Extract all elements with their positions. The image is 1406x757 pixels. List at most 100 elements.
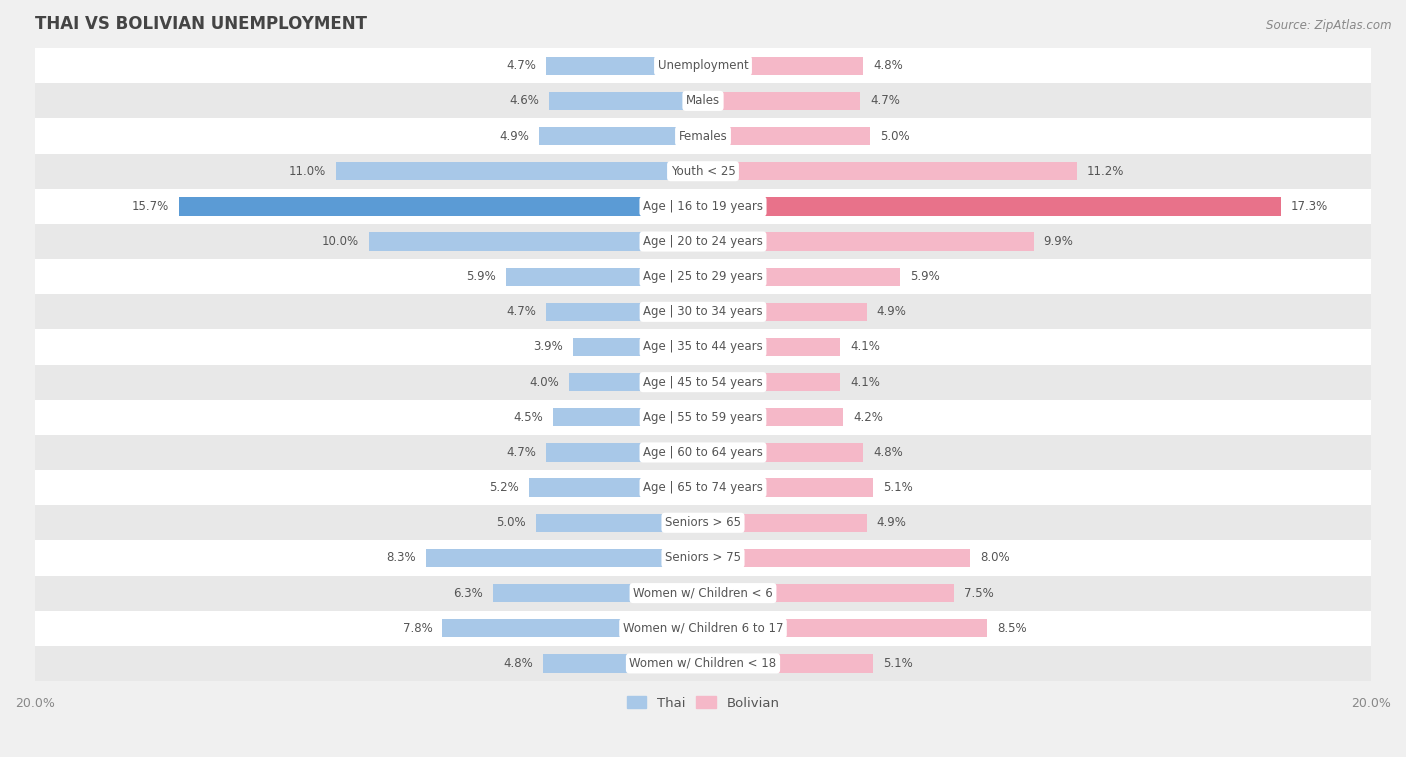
Bar [703, 127, 870, 145]
Text: Seniors > 75: Seniors > 75 [665, 551, 741, 565]
Text: 11.0%: 11.0% [288, 165, 326, 178]
Bar [506, 267, 703, 286]
Bar [546, 444, 703, 462]
Text: 4.2%: 4.2% [853, 411, 883, 424]
Text: Youth < 25: Youth < 25 [671, 165, 735, 178]
Bar [703, 619, 987, 637]
Bar [35, 119, 1371, 154]
Text: Women w/ Children < 18: Women w/ Children < 18 [630, 657, 776, 670]
Bar [703, 232, 1033, 251]
Bar [492, 584, 703, 603]
Text: Women w/ Children < 6: Women w/ Children < 6 [633, 587, 773, 600]
Bar [35, 329, 1371, 365]
Bar [543, 654, 703, 672]
Bar [35, 540, 1371, 575]
Text: Source: ZipAtlas.com: Source: ZipAtlas.com [1267, 19, 1392, 32]
Text: 4.9%: 4.9% [877, 516, 907, 529]
Text: 5.9%: 5.9% [910, 270, 939, 283]
Text: 17.3%: 17.3% [1291, 200, 1329, 213]
Text: 4.0%: 4.0% [530, 375, 560, 388]
Text: 7.5%: 7.5% [963, 587, 993, 600]
Bar [536, 514, 703, 532]
Bar [546, 57, 703, 75]
Bar [703, 373, 839, 391]
Bar [426, 549, 703, 567]
Text: Males: Males [686, 95, 720, 107]
Text: 4.7%: 4.7% [506, 446, 536, 459]
Bar [35, 400, 1371, 435]
Text: 3.9%: 3.9% [533, 341, 562, 354]
Text: Age | 60 to 64 years: Age | 60 to 64 years [643, 446, 763, 459]
Bar [703, 57, 863, 75]
Bar [35, 224, 1371, 259]
Bar [703, 654, 873, 672]
Bar [703, 198, 1281, 216]
Text: Age | 55 to 59 years: Age | 55 to 59 years [643, 411, 763, 424]
Bar [35, 505, 1371, 540]
Bar [35, 365, 1371, 400]
Text: 8.3%: 8.3% [387, 551, 416, 565]
Text: Age | 45 to 54 years: Age | 45 to 54 years [643, 375, 763, 388]
Text: 5.0%: 5.0% [496, 516, 526, 529]
Text: 5.1%: 5.1% [883, 657, 912, 670]
Text: 9.9%: 9.9% [1043, 235, 1074, 248]
Text: 5.2%: 5.2% [489, 481, 519, 494]
Bar [35, 154, 1371, 188]
Bar [569, 373, 703, 391]
Text: Age | 35 to 44 years: Age | 35 to 44 years [643, 341, 763, 354]
Bar [572, 338, 703, 356]
Text: 15.7%: 15.7% [131, 200, 169, 213]
Bar [368, 232, 703, 251]
Bar [529, 478, 703, 497]
Bar [443, 619, 703, 637]
Bar [703, 408, 844, 426]
Bar [35, 83, 1371, 119]
Text: 4.8%: 4.8% [873, 446, 903, 459]
Text: Age | 65 to 74 years: Age | 65 to 74 years [643, 481, 763, 494]
Text: 4.6%: 4.6% [509, 95, 540, 107]
Text: 8.5%: 8.5% [997, 621, 1026, 635]
Bar [35, 470, 1371, 505]
Legend: Thai, Bolivian: Thai, Bolivian [621, 691, 785, 715]
Text: 4.9%: 4.9% [877, 305, 907, 319]
Bar [553, 408, 703, 426]
Bar [703, 514, 866, 532]
Bar [703, 92, 860, 110]
Text: 4.8%: 4.8% [503, 657, 533, 670]
Bar [703, 584, 953, 603]
Text: 4.7%: 4.7% [506, 59, 536, 72]
Text: Women w/ Children 6 to 17: Women w/ Children 6 to 17 [623, 621, 783, 635]
Bar [35, 611, 1371, 646]
Bar [35, 48, 1371, 83]
Text: Age | 16 to 19 years: Age | 16 to 19 years [643, 200, 763, 213]
Text: 5.1%: 5.1% [883, 481, 912, 494]
Bar [703, 267, 900, 286]
Bar [336, 162, 703, 180]
Bar [35, 646, 1371, 681]
Text: 4.5%: 4.5% [513, 411, 543, 424]
Text: 4.9%: 4.9% [499, 129, 529, 142]
Text: 8.0%: 8.0% [980, 551, 1010, 565]
Bar [546, 303, 703, 321]
Text: Age | 25 to 29 years: Age | 25 to 29 years [643, 270, 763, 283]
Bar [35, 575, 1371, 611]
Bar [540, 127, 703, 145]
Bar [35, 435, 1371, 470]
Bar [703, 444, 863, 462]
Text: Age | 20 to 24 years: Age | 20 to 24 years [643, 235, 763, 248]
Text: 7.8%: 7.8% [402, 621, 433, 635]
Text: Unemployment: Unemployment [658, 59, 748, 72]
Text: 4.7%: 4.7% [506, 305, 536, 319]
Text: 5.0%: 5.0% [880, 129, 910, 142]
Text: 4.8%: 4.8% [873, 59, 903, 72]
Bar [550, 92, 703, 110]
Text: 5.9%: 5.9% [467, 270, 496, 283]
Text: 4.1%: 4.1% [851, 375, 880, 388]
Text: Seniors > 65: Seniors > 65 [665, 516, 741, 529]
Bar [703, 549, 970, 567]
Bar [35, 294, 1371, 329]
Text: THAI VS BOLIVIAN UNEMPLOYMENT: THAI VS BOLIVIAN UNEMPLOYMENT [35, 15, 367, 33]
Text: 4.1%: 4.1% [851, 341, 880, 354]
Text: 4.7%: 4.7% [870, 95, 900, 107]
Bar [35, 259, 1371, 294]
